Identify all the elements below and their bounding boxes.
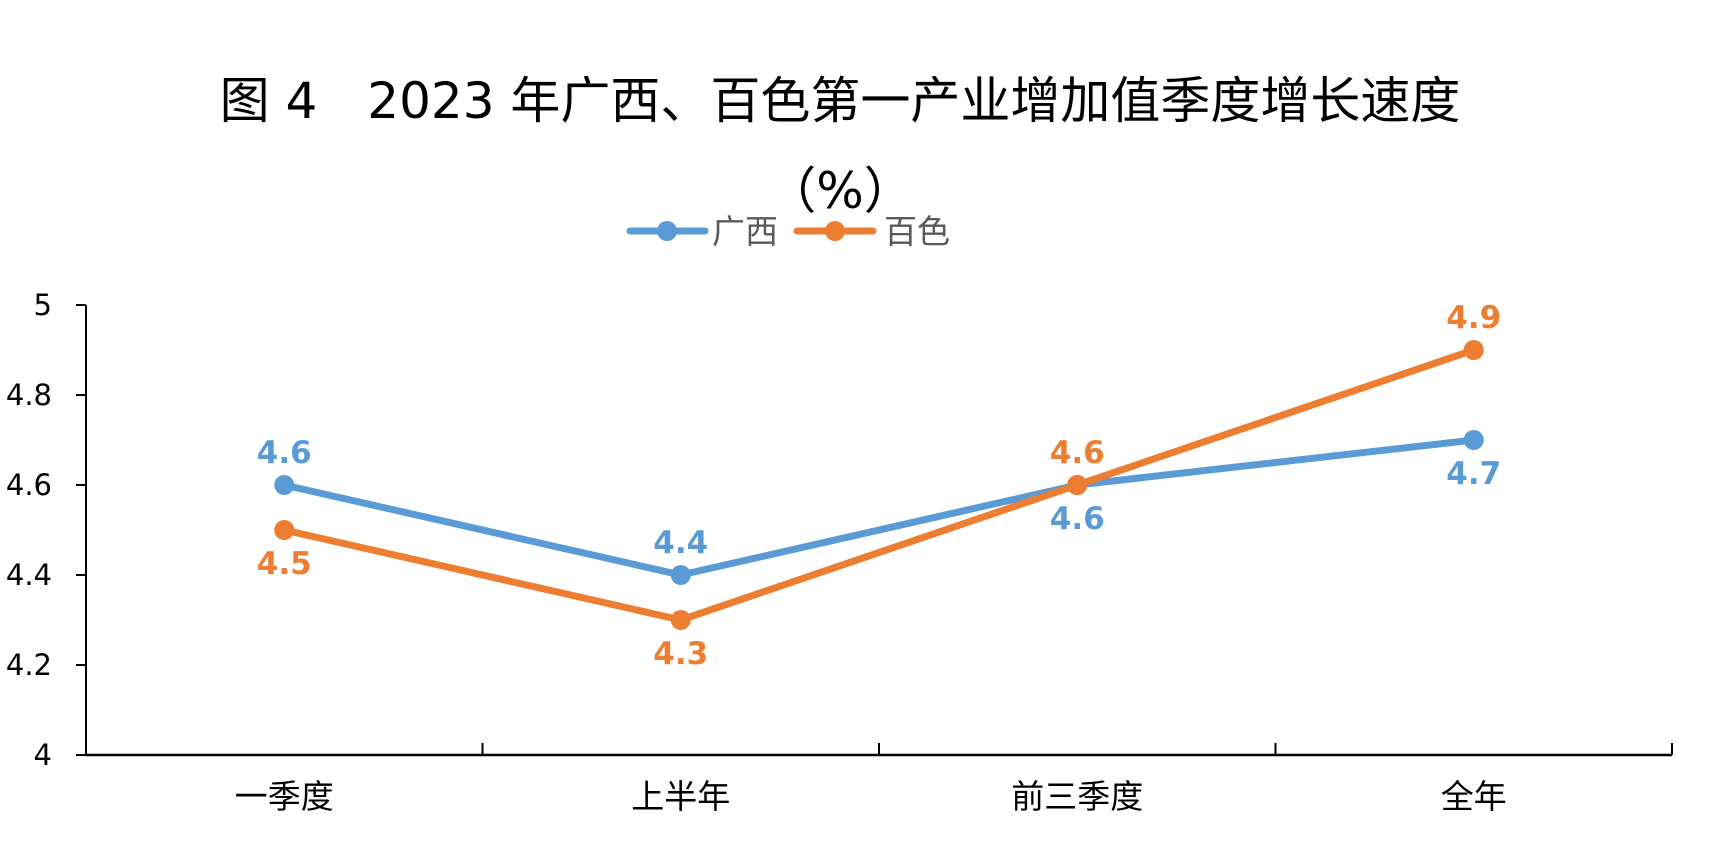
data-point <box>670 610 691 630</box>
data-point <box>274 520 295 540</box>
y-tick-label: 4 <box>34 738 52 772</box>
x-category-label: 一季度 <box>235 777 334 816</box>
data-point <box>1463 430 1484 450</box>
data-labels: 4.6 4.4 4.6 4.7 4.5 4.3 4.6 4.9 <box>257 300 1501 672</box>
legend-label-guangxi: 广西 <box>712 212 778 251</box>
data-label: 4.6 <box>257 435 312 471</box>
y-tick-label: 5 <box>34 288 52 322</box>
data-point <box>274 475 295 495</box>
data-point <box>1067 475 1088 495</box>
y-tick-label: 4.6 <box>6 468 52 502</box>
data-label: 4.6 <box>1050 435 1105 471</box>
y-tick-label: 4.8 <box>6 378 52 412</box>
data-point <box>1463 340 1484 360</box>
legend-item-baise: 百色 <box>793 212 950 251</box>
data-label: 4.6 <box>1050 501 1105 537</box>
data-point <box>670 565 691 585</box>
data-label: 4.3 <box>653 636 708 672</box>
data-label: 4.9 <box>1446 300 1501 336</box>
x-category-label: 全年 <box>1441 777 1507 816</box>
legend-marker-baise <box>825 221 845 241</box>
x-category-label: 上半年 <box>631 777 730 816</box>
legend: 广西 百色 <box>626 212 950 251</box>
y-tick-label: 4.2 <box>6 648 52 682</box>
series-group <box>274 340 1484 630</box>
chart-title-line1: 图 4 2023 年广西、百色第一产业增加值季度增长速度 <box>220 72 1461 130</box>
data-label: 4.5 <box>257 546 312 582</box>
x-axis-categories: 一季度 上半年 前三季度 全年 <box>235 777 1507 816</box>
series-line-0 <box>280 436 1478 579</box>
data-label: 4.4 <box>653 525 708 561</box>
legend-marker-guangxi <box>657 221 677 241</box>
chart-title-line2: （%） <box>766 162 914 220</box>
series-line-1 <box>280 346 1478 624</box>
y-axis-ticks: 4 4.2 4.4 4.6 4.8 5 <box>6 288 86 772</box>
legend-item-guangxi: 广西 <box>626 212 778 251</box>
data-label: 4.7 <box>1446 456 1501 492</box>
y-tick-label: 4.4 <box>6 558 52 592</box>
legend-label-baise: 百色 <box>884 212 950 251</box>
axes <box>85 305 1673 757</box>
x-category-label: 前三季度 <box>1011 777 1143 816</box>
